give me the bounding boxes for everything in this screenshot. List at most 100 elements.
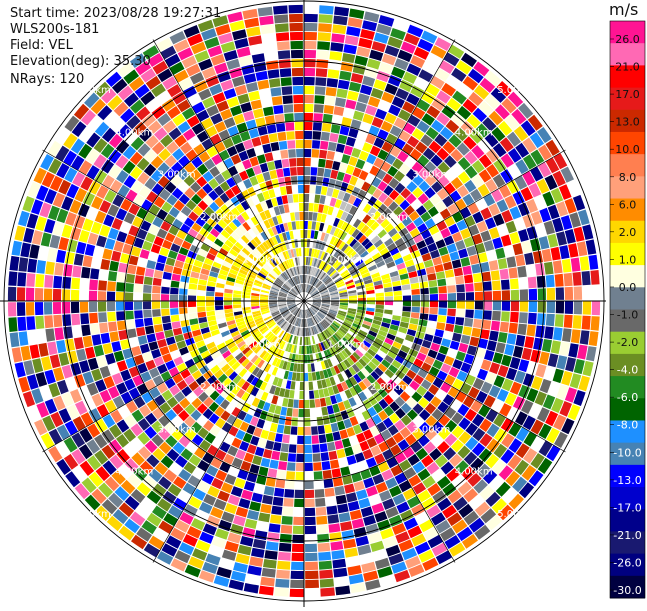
velocity-gate [244, 315, 253, 321]
velocity-gate [304, 31, 317, 41]
velocity-gate [279, 307, 288, 312]
velocity-gate [210, 228, 220, 238]
velocity-gate [515, 443, 530, 459]
velocity-gate [365, 133, 377, 145]
velocity-gate [259, 381, 268, 391]
velocity-gate [348, 463, 360, 474]
velocity-gate [321, 303, 330, 307]
velocity-gate [498, 184, 512, 198]
velocity-gate [161, 543, 178, 557]
velocity-gate [342, 173, 352, 184]
velocity-gate [427, 349, 438, 359]
velocity-gate [327, 313, 336, 319]
colorbar-segment [610, 154, 645, 177]
velocity-gate [411, 503, 426, 517]
velocity-gate [279, 291, 288, 296]
velocity-gate [391, 232, 402, 242]
velocity-gate [392, 252, 402, 261]
velocity-gate [234, 364, 244, 374]
colorbar-segment [610, 442, 645, 466]
velocity-gate [342, 337, 351, 345]
velocity-gate [265, 440, 275, 450]
velocity-gate [94, 170, 108, 184]
velocity-gate [255, 203, 264, 213]
velocity-gate [278, 305, 287, 310]
velocity-gate [403, 517, 418, 530]
velocity-gate [405, 354, 416, 364]
velocity-gate [259, 221, 267, 231]
velocity-gate [456, 60, 472, 75]
range-ring-label: 3.00km [158, 424, 196, 435]
velocity-gate [107, 95, 123, 111]
velocity-gate [207, 315, 216, 322]
velocity-gate [309, 327, 314, 336]
velocity-gate [243, 139, 254, 150]
velocity-gate [18, 210, 30, 227]
velocity-gate [215, 292, 224, 297]
velocity-gate [321, 296, 330, 299]
velocity-gate [483, 281, 492, 291]
velocity-gate [167, 250, 178, 260]
velocity-gate [243, 583, 259, 594]
velocity-gate [272, 326, 280, 334]
velocity-gate [304, 13, 318, 23]
velocity-gate [551, 397, 564, 413]
velocity-gate [75, 400, 88, 415]
velocity-gate [411, 391, 423, 403]
velocity-gate [220, 108, 233, 121]
azimuth-line [303, 149, 566, 302]
velocity-gate [127, 473, 142, 488]
velocity-gate [286, 131, 295, 140]
velocity-gate [419, 346, 430, 355]
velocity-gate [237, 340, 246, 349]
velocity-gate [308, 248, 313, 257]
velocity-gate [148, 204, 161, 216]
velocity-gate [208, 320, 218, 327]
velocity-gate [236, 122, 248, 133]
velocity-gate [523, 431, 537, 447]
velocity-gate [408, 244, 419, 253]
velocity-gate [554, 273, 564, 287]
velocity-gate [355, 178, 365, 189]
velocity-gate [250, 435, 260, 446]
velocity-gate [205, 125, 218, 138]
velocity-gate [343, 347, 352, 357]
velocity-gate [348, 292, 357, 297]
velocity-gate [339, 306, 348, 310]
velocity-gate [253, 427, 263, 438]
velocity-gate [563, 314, 573, 328]
velocity-gate [354, 278, 363, 285]
velocity-gate [307, 363, 312, 372]
velocity-gate [429, 366, 440, 377]
velocity-gate [288, 315, 295, 323]
velocity-gate [271, 96, 283, 106]
velocity-gate [434, 329, 444, 338]
velocity-gate [196, 301, 206, 307]
velocity-gate [325, 316, 333, 323]
velocity-gate [235, 203, 245, 214]
velocity-gate [463, 510, 479, 526]
velocity-gate [416, 240, 427, 250]
velocity-gate [192, 488, 206, 501]
velocity-gate [162, 353, 173, 363]
velocity-gate [202, 523, 217, 536]
velocity-gate [276, 378, 283, 388]
velocity-gate [180, 319, 190, 327]
velocity-gate [164, 168, 177, 181]
velocity-gate [530, 149, 545, 165]
velocity-gate [319, 443, 328, 453]
velocity-gate [469, 336, 480, 347]
velocity-gate [320, 587, 335, 597]
velocity-gate [108, 439, 123, 454]
velocity-gate [290, 426, 298, 435]
velocity-gate [279, 186, 287, 196]
velocity-gate [291, 289, 298, 295]
velocity-gate [341, 154, 351, 164]
velocity-gate [203, 493, 217, 506]
velocity-gate [455, 240, 466, 251]
velocity-gate [169, 462, 183, 475]
velocity-gate [53, 367, 65, 382]
velocity-gate [125, 189, 138, 202]
velocity-gate [72, 171, 86, 187]
velocity-gate [444, 433, 458, 447]
